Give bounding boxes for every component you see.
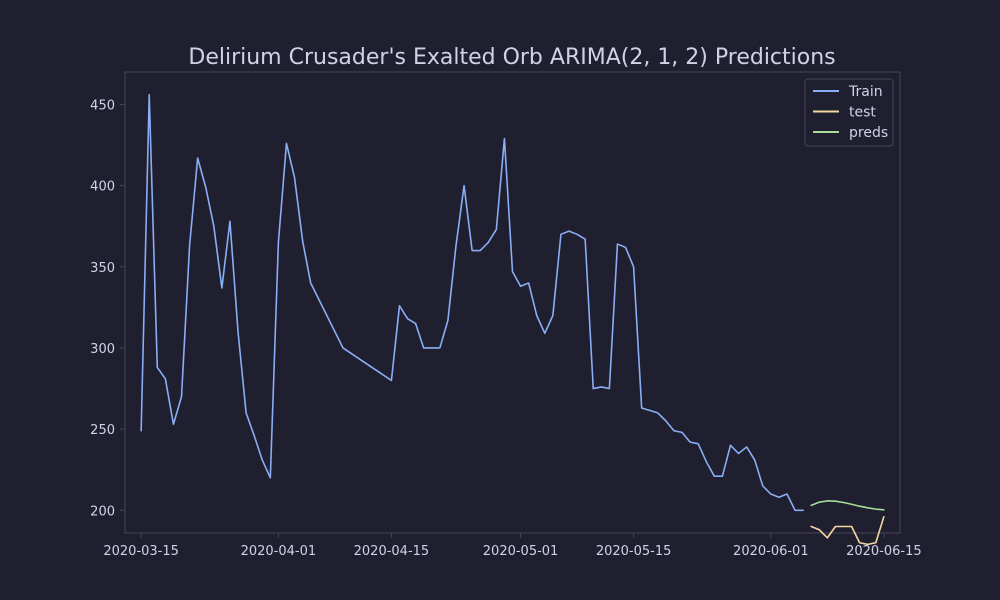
series-line-train	[140, 93, 804, 512]
y-tick-label: 300	[90, 342, 115, 357]
x-axis: 2020-03-15 2020-04-01 2020-04-15 2020-05-01…	[103, 533, 922, 559]
series-line-test	[810, 515, 885, 546]
x-tick-label: 2020-04-01	[241, 544, 317, 559]
y-tick-label: 400	[90, 180, 115, 195]
x-tick-label: 2020-03-15	[103, 544, 179, 559]
legend: Train test preds	[804, 78, 894, 147]
y-tick-label: 250	[90, 423, 115, 438]
series-line-preds	[810, 500, 885, 511]
y-axis: 200 250 300 350 400 450	[90, 98, 125, 519]
chart-title: Delirium Crusader's Exalted Orb ARIMA(2,…	[188, 45, 835, 70]
y-tick-label: 350	[90, 261, 115, 276]
legend-label-test: test	[849, 105, 876, 121]
x-tick-label: 2020-05-01	[483, 544, 559, 559]
legend-box	[804, 78, 894, 147]
series-layer	[140, 93, 885, 546]
x-tick-label: 2020-05-15	[596, 544, 672, 559]
legend-label-train: Train	[848, 84, 883, 100]
x-tick-label: 2020-06-15	[846, 544, 922, 559]
x-tick-label: 2020-04-15	[354, 544, 430, 559]
y-tick-label: 450	[90, 98, 115, 113]
x-tick-label: 2020-06-01	[733, 544, 809, 559]
y-tick-label: 200	[90, 504, 115, 519]
plot-area	[124, 71, 901, 534]
legend-label-preds: preds	[849, 125, 888, 141]
